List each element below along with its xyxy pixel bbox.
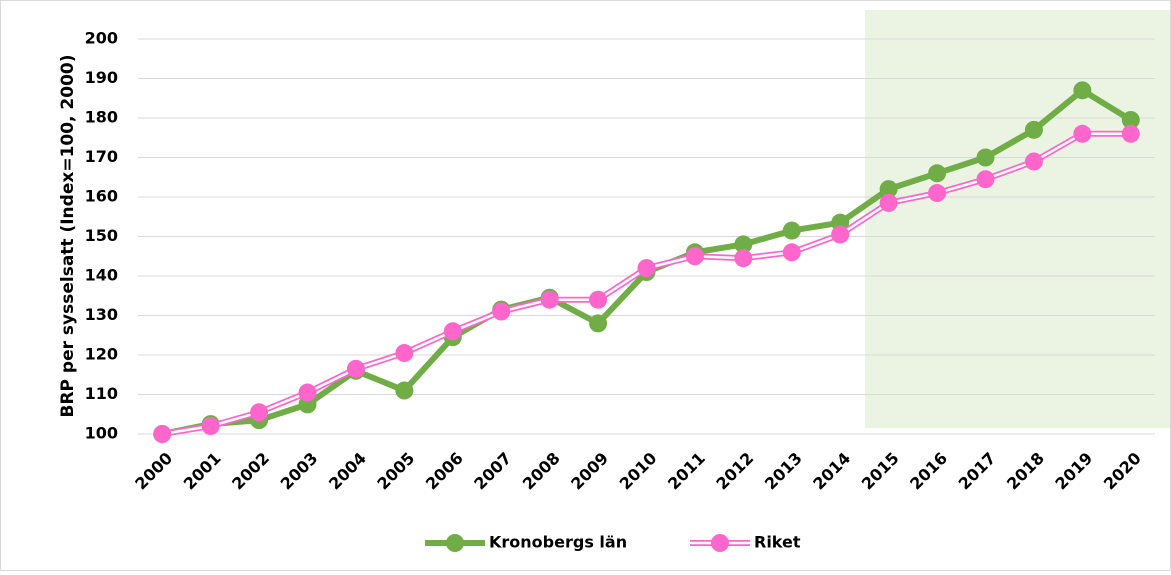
marker xyxy=(782,221,801,240)
marker xyxy=(153,425,172,443)
marker xyxy=(879,180,898,199)
marker xyxy=(346,359,365,378)
marker xyxy=(1024,152,1043,171)
marker xyxy=(540,290,559,309)
marker xyxy=(492,302,511,321)
y-tick-label: 150 xyxy=(85,226,118,245)
y-tick-label: 170 xyxy=(85,147,118,166)
legend-label: Kronobergs län xyxy=(489,533,627,552)
marker xyxy=(1073,81,1092,100)
legend-label: Riket xyxy=(754,533,801,552)
y-tick-label: 140 xyxy=(85,266,118,285)
y-tick-label: 100 xyxy=(85,424,118,443)
marker xyxy=(1024,120,1043,139)
y-tick-label: 200 xyxy=(85,29,118,48)
marker xyxy=(395,344,414,363)
marker xyxy=(879,193,898,212)
marker xyxy=(250,403,269,422)
legend-marker xyxy=(711,534,729,552)
y-tick-label: 160 xyxy=(85,187,118,206)
y-tick-label: 110 xyxy=(85,384,118,403)
marker xyxy=(782,243,801,262)
marker xyxy=(734,249,753,268)
legend-marker xyxy=(446,534,464,552)
marker xyxy=(637,259,656,278)
marker xyxy=(928,184,947,203)
highlight-region xyxy=(865,10,1170,428)
y-axis-title: BRP per sysselsatt (Index=100, 2000) xyxy=(58,54,78,417)
marker xyxy=(831,225,850,244)
y-tick-label: 180 xyxy=(85,108,118,127)
marker xyxy=(589,290,608,309)
y-tick-label: 120 xyxy=(85,345,118,364)
marker xyxy=(395,381,414,400)
marker xyxy=(1121,110,1140,129)
marker xyxy=(589,314,608,333)
marker xyxy=(1121,124,1140,143)
marker xyxy=(201,417,220,436)
marker xyxy=(976,170,995,189)
marker xyxy=(928,164,947,183)
marker xyxy=(443,322,462,341)
marker xyxy=(298,383,317,402)
marker xyxy=(976,148,995,167)
marker xyxy=(685,247,704,266)
y-tick-label: 190 xyxy=(85,68,118,87)
y-tick-label: 130 xyxy=(85,305,118,324)
marker xyxy=(1073,124,1092,143)
marker xyxy=(734,235,753,254)
